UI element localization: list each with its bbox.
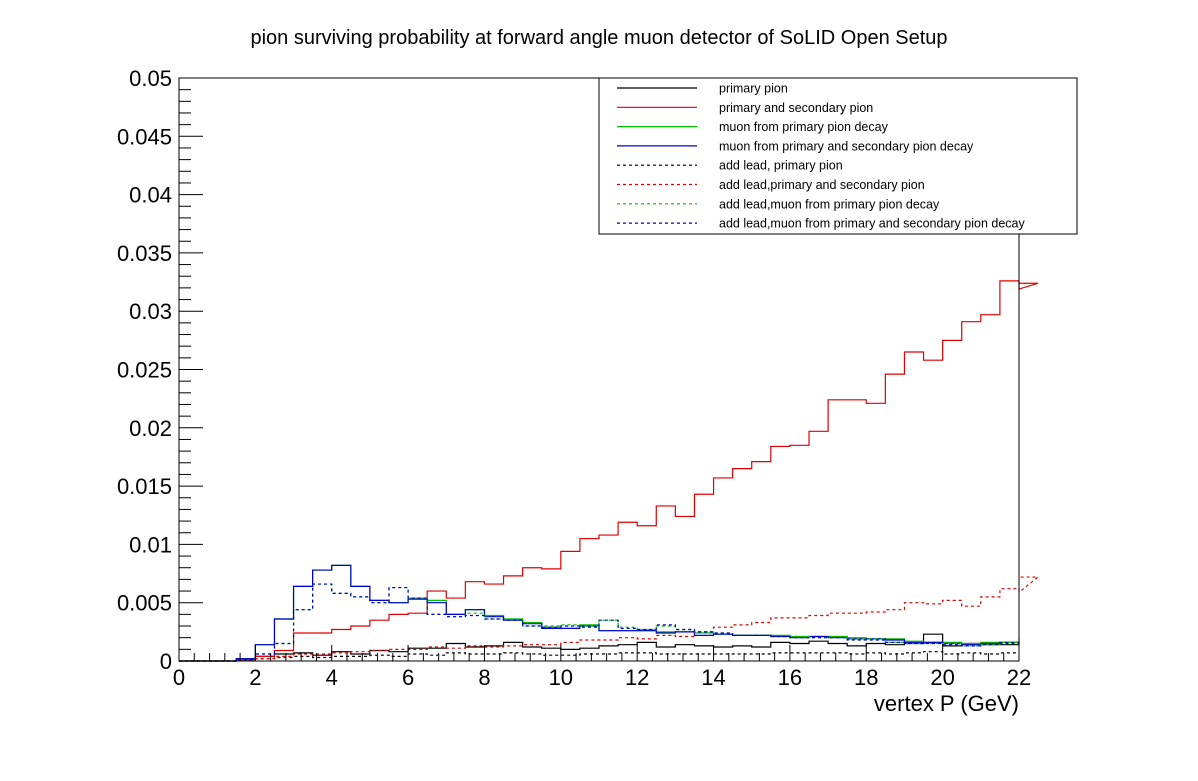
legend-label-2: primary and secondary pion (719, 101, 873, 115)
plot-series (179, 280, 1040, 662)
y-tick-label: 0 (160, 649, 172, 674)
legend: primary pion primary and secondary pion mu… (598, 77, 1078, 235)
x-tick-label: 14 (701, 665, 725, 690)
legend-box (598, 77, 1078, 235)
series-line-8 (179, 583, 1020, 662)
x-tick-label: 18 (854, 665, 878, 690)
legend-label-7: add lead,muon from primary pion decay (719, 197, 940, 211)
legend-label-3: muon from primary pion decay (719, 120, 889, 134)
x-tick-label: 8 (478, 665, 490, 690)
x-tick-labels: 0 2 4 6 8 10 12 14 16 18 20 22 (173, 665, 1031, 690)
x-tick-label: 16 (778, 665, 802, 690)
y-tick-label: 0.03 (129, 299, 172, 324)
x-tick-label: 12 (625, 665, 649, 690)
y-tick-label: 0.005 (117, 591, 172, 616)
x-axis-label: vertex P (GeV) (874, 691, 1019, 716)
series-line-6 (179, 576, 1040, 662)
y-tick-label: 0.035 (117, 241, 172, 266)
legend-entries: primary pion primary and secondary pion mu… (617, 82, 1025, 231)
x-tick-label: 4 (326, 665, 338, 690)
x-tick-label: 20 (930, 665, 954, 690)
x-tick-label: 6 (402, 665, 414, 690)
legend-label-4: muon from primary and secondary pion dec… (719, 139, 974, 153)
x-tick-label: 2 (249, 665, 261, 690)
x-tick-label: 0 (173, 665, 185, 690)
x-tick-label: 10 (549, 665, 573, 690)
x-tick-label: 22 (1007, 665, 1031, 690)
y-tick-label: 0.015 (117, 474, 172, 499)
y-tick-label: 0.05 (129, 66, 172, 91)
y-tick-label: 0.025 (117, 358, 172, 383)
chart-title: pion surviving probability at forward an… (250, 27, 947, 49)
y-tick-label: 0.045 (117, 124, 172, 149)
legend-label-6: add lead,primary and secondary pion (719, 178, 925, 192)
series-line-2 (179, 280, 1039, 662)
legend-label-5: add lead, primary pion (719, 159, 843, 173)
y-tick-label: 0.02 (129, 416, 172, 441)
series-line-1 (179, 633, 1019, 662)
y-tick-labels: 0 0.005 0.01 0.015 0.02 0.025 0.03 0.035 0.04 0.0… (117, 66, 172, 674)
series-line-7 (179, 583, 1020, 662)
axis-ticks (178, 77, 1020, 662)
y-tick-label: 0.04 (129, 183, 172, 208)
series-line-5 (179, 651, 1019, 662)
y-tick-label: 0.01 (129, 532, 172, 557)
legend-label-8: add lead,muon from primary and secondary… (719, 217, 1025, 231)
legend-label-1: primary pion (719, 82, 788, 96)
